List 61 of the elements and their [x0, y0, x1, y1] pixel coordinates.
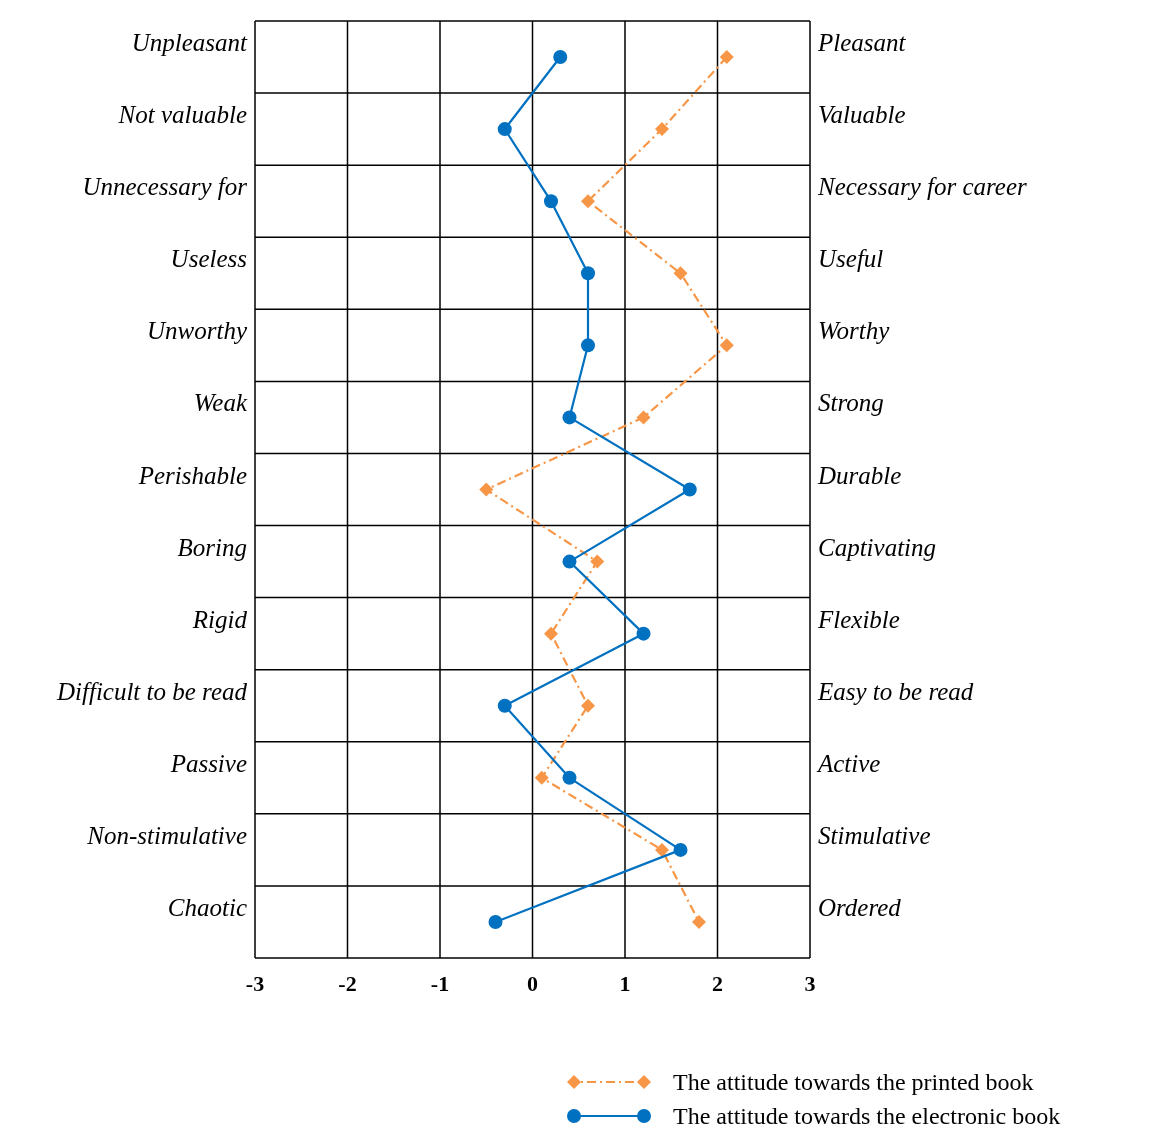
point	[562, 410, 577, 425]
point	[590, 554, 605, 569]
y2-tick-label: Necessary for career	[817, 173, 1028, 201]
point	[544, 194, 558, 209]
point	[581, 698, 595, 713]
x-tick-label: 2	[712, 971, 723, 996]
point	[719, 50, 734, 65]
y2-tick-label: Captivating	[818, 533, 937, 561]
y-tick-label: Unpleasant	[131, 29, 249, 57]
y-tick-label: Difficult to be read	[55, 677, 248, 705]
y2-tick-label: Strong	[818, 389, 884, 417]
y2-tick-label: Valuable	[818, 101, 906, 129]
legend-label: The attitude towards the printed book	[673, 1069, 1034, 1095]
point	[534, 770, 549, 785]
y-tick-label: Rigid	[191, 605, 248, 633]
point	[673, 266, 688, 281]
y2-tick-label: Stimulative	[818, 821, 931, 849]
point	[544, 626, 558, 641]
y-tick-label: Unnecessary for	[82, 173, 248, 201]
point	[581, 338, 595, 353]
y-tick-label: Passive	[169, 749, 247, 777]
point	[636, 626, 651, 641]
point	[682, 482, 697, 497]
y-tick-label: Unworthy	[147, 317, 248, 345]
point	[553, 50, 568, 65]
point	[636, 410, 651, 425]
legend-label: The attitude towards the electronic book	[673, 1103, 1061, 1129]
point	[581, 194, 595, 209]
point	[488, 914, 503, 929]
x-tick-label: 3	[804, 971, 816, 996]
y-tick-label: Useless	[170, 245, 247, 273]
point	[655, 122, 669, 137]
point	[479, 482, 494, 497]
point	[497, 122, 512, 137]
y-tick-label: Boring	[177, 533, 247, 561]
y2-tick-label: Durable	[817, 461, 902, 489]
y2-tick-label: Worthy	[818, 317, 891, 345]
y2-tick-label: Pleasant	[817, 29, 907, 57]
point	[655, 842, 669, 857]
x-tick-label: -2	[338, 971, 357, 996]
x-tick-label: 1	[619, 971, 631, 996]
y-tick-label: Perishable	[137, 461, 247, 489]
y-tick-label: Weak	[193, 389, 248, 417]
point	[562, 770, 577, 785]
point	[719, 338, 734, 353]
point	[497, 698, 512, 713]
y2-tick-label: Flexible	[817, 605, 900, 633]
point	[692, 914, 706, 929]
y2-tick-label: Active	[816, 749, 881, 777]
y2-tick-label: Useful	[818, 245, 884, 273]
y2-tick-label: Ordered	[818, 893, 902, 921]
y-tick-label: Non-stimulative	[86, 821, 247, 849]
x-tick-label: 0	[527, 971, 538, 996]
y-tick-label: Chaotic	[167, 893, 247, 921]
x-tick-label: -3	[245, 971, 265, 996]
point	[673, 842, 688, 857]
point	[581, 266, 595, 281]
y-tick-label: Not valuable	[117, 101, 247, 129]
point	[562, 554, 577, 569]
y2-tick-label: Easy to be read	[817, 677, 974, 705]
x-tick-label: -1	[430, 971, 450, 996]
